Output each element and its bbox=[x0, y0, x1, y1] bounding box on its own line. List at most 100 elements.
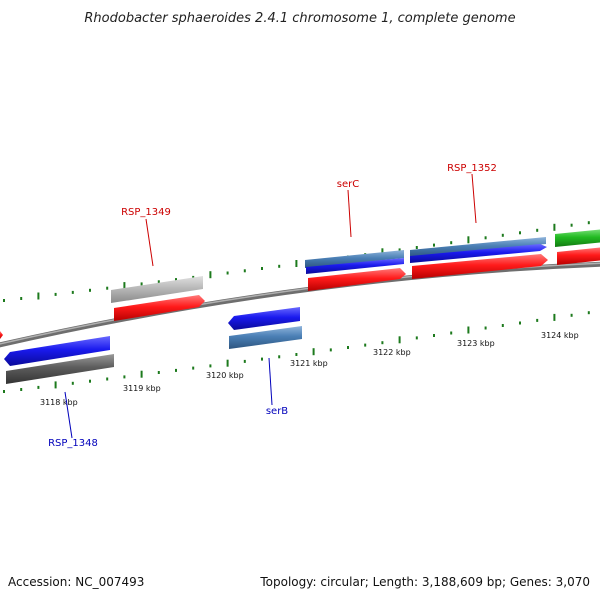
gene-labels: RSP_1349 serC RSP_1352 serB RSP_1348 bbox=[48, 163, 497, 449]
scale-label: 3120 kbp bbox=[206, 371, 244, 380]
minor-tick bbox=[157, 371, 160, 374]
scale-label: 3122 kbp bbox=[373, 348, 411, 357]
minor-tick bbox=[37, 385, 40, 389]
minor-tick bbox=[261, 357, 263, 361]
minor-tick bbox=[123, 375, 126, 379]
genome-summary-text: Topology: circular; Length: 3,188,609 bp… bbox=[259, 575, 590, 589]
accession-text: Accession: NC_007493 bbox=[8, 575, 144, 589]
minor-tick bbox=[89, 288, 91, 292]
major-tick bbox=[123, 282, 126, 290]
gene-label-rsp1349[interactable]: RSP_1349 bbox=[121, 207, 171, 218]
minor-tick bbox=[398, 248, 401, 252]
minor-tick bbox=[278, 264, 281, 268]
minor-tick bbox=[106, 377, 109, 381]
scale-labels: 3118 kbp 3119 kbp 3120 kbp 3121 kbp 3122… bbox=[40, 331, 579, 407]
minor-tick bbox=[278, 355, 281, 359]
major-tick bbox=[140, 370, 143, 378]
minor-tick bbox=[364, 343, 367, 347]
reverse-strand-genes bbox=[4, 307, 302, 384]
minor-tick bbox=[54, 292, 57, 296]
minor-tick bbox=[587, 221, 590, 225]
gene-serb-cds[interactable] bbox=[228, 307, 300, 330]
minor-tick bbox=[295, 353, 298, 356]
minor-tick bbox=[484, 236, 487, 240]
minor-tick bbox=[192, 275, 195, 279]
gene-rsp1352-feature[interactable] bbox=[410, 237, 546, 257]
minor-tick bbox=[450, 331, 453, 335]
minor-tick bbox=[261, 267, 263, 270]
minor-tick bbox=[536, 318, 539, 322]
scale-label: 3123 kbp bbox=[457, 339, 495, 348]
major-tick bbox=[398, 336, 401, 344]
minor-tick bbox=[570, 313, 573, 317]
major-tick bbox=[553, 223, 556, 231]
gene-serb-feature[interactable] bbox=[229, 326, 302, 349]
gene-rsp1349-cds[interactable] bbox=[114, 295, 205, 321]
minor-tick bbox=[519, 321, 521, 325]
minor-tick bbox=[20, 297, 23, 300]
gene-serc-cds[interactable] bbox=[308, 268, 406, 291]
gene-label-rsp1348[interactable]: RSP_1348 bbox=[48, 438, 98, 449]
gene-label-serc[interactable]: serC bbox=[337, 179, 359, 190]
gene-serc-feature[interactable] bbox=[305, 250, 404, 268]
map-title: Rhodobacter sphaeroides 2.4.1 chromosome… bbox=[84, 11, 515, 26]
minor-tick bbox=[243, 269, 246, 273]
gene-label-serb[interactable]: serB bbox=[266, 406, 288, 417]
gene-serc-blue[interactable] bbox=[306, 258, 404, 274]
major-tick bbox=[467, 236, 470, 244]
major-tick bbox=[381, 248, 384, 256]
forward-strand-genes bbox=[0, 229, 600, 339]
minor-tick bbox=[106, 286, 109, 290]
minor-tick bbox=[484, 326, 487, 330]
minor-tick bbox=[347, 346, 349, 349]
major-tick bbox=[467, 326, 470, 334]
scale-label: 3121 kbp bbox=[290, 359, 328, 368]
minor-tick bbox=[3, 299, 5, 302]
gene-rsp1349-feature[interactable] bbox=[111, 276, 203, 303]
minor-tick bbox=[175, 368, 177, 372]
major-tick bbox=[54, 381, 57, 389]
minor-tick bbox=[89, 379, 91, 383]
inner-tick-track bbox=[3, 311, 590, 393]
minor-tick bbox=[415, 336, 418, 340]
gene-rsp1348-cds[interactable] bbox=[4, 336, 110, 366]
minor-tick bbox=[157, 280, 160, 284]
major-tick bbox=[295, 260, 298, 267]
gene-label-rsp1352[interactable]: RSP_1352 bbox=[447, 163, 497, 174]
gene-rsp1352-blue[interactable] bbox=[410, 244, 547, 263]
minor-tick bbox=[450, 241, 453, 245]
gene-rsp1352-cds[interactable] bbox=[412, 254, 548, 279]
gene-rsp1348-feature[interactable] bbox=[6, 354, 114, 384]
minor-tick bbox=[140, 282, 143, 286]
scale-label: 3119 kbp bbox=[123, 384, 161, 393]
minor-tick bbox=[71, 381, 74, 385]
scale-label: 3124 kbp bbox=[541, 331, 579, 340]
gene-left-edge-red[interactable] bbox=[0, 331, 3, 339]
minor-tick bbox=[501, 233, 504, 237]
minor-tick bbox=[433, 334, 435, 337]
minor-tick bbox=[329, 348, 332, 352]
major-tick bbox=[312, 348, 315, 356]
label-leaders bbox=[64, 173, 477, 439]
minor-tick bbox=[192, 366, 195, 370]
minor-tick bbox=[570, 223, 573, 227]
minor-tick bbox=[243, 359, 246, 363]
minor-tick bbox=[381, 341, 384, 345]
major-tick bbox=[37, 292, 40, 300]
minor-tick bbox=[226, 271, 229, 275]
scale-label: 3118 kbp bbox=[40, 398, 78, 407]
gene-edge-green[interactable] bbox=[555, 229, 600, 247]
major-tick bbox=[209, 271, 212, 279]
minor-tick bbox=[175, 278, 177, 282]
minor-tick bbox=[20, 388, 23, 391]
minor-tick bbox=[587, 311, 590, 315]
gene-edge-red[interactable] bbox=[557, 247, 600, 265]
minor-tick bbox=[501, 324, 504, 327]
major-tick bbox=[226, 359, 229, 367]
minor-tick bbox=[415, 246, 418, 249]
minor-tick bbox=[536, 228, 539, 232]
chromosome-backbone bbox=[0, 261, 600, 348]
major-tick bbox=[553, 313, 556, 321]
minor-tick bbox=[519, 231, 521, 235]
